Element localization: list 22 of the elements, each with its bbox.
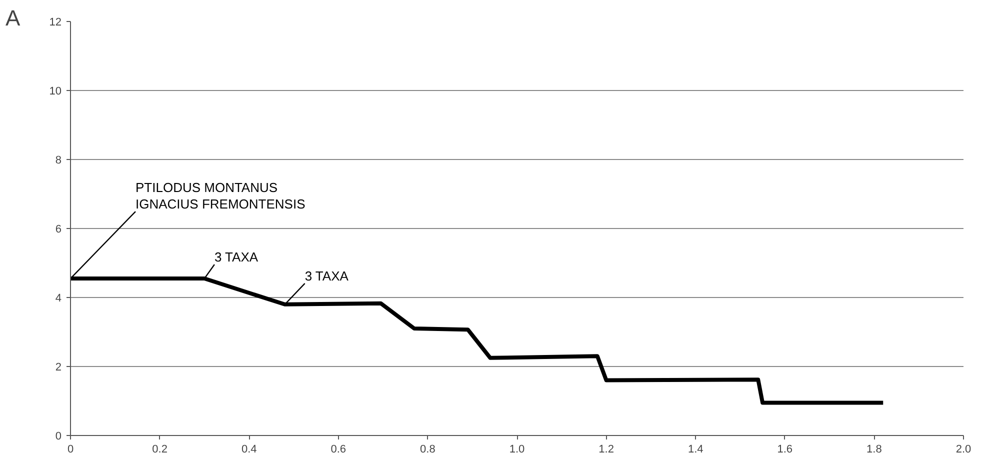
x-tick-label: 1.8 [866,444,882,456]
x-tick-label: 1.2 [598,444,614,456]
y-tick-label: 6 [55,224,62,236]
x-tick-label: 0.4 [241,444,257,456]
y-tick-label: 2 [55,362,62,374]
annotation: PTILODUS MONTANUS IGNACIUS FREMONTENSIS [136,180,306,212]
x-tick-label: 0 [67,444,74,456]
y-tick-label: 12 [49,16,62,28]
x-tick-label: 0.6 [330,444,346,456]
x-tick-label: 2.0 [956,444,972,456]
x-tick-label: 1.4 [688,444,704,456]
y-tick-label: 0 [55,430,62,442]
annotation: 3 TAXA [304,268,349,284]
x-tick-label: 1.0 [509,444,525,456]
y-tick-label: 4 [55,292,62,304]
x-tick-label: 0.8 [420,444,436,456]
x-tick-label: 0.2 [152,444,168,456]
y-tick-label: 10 [49,86,62,98]
y-tick-label: 8 [55,154,62,166]
chart-title: A [6,6,20,30]
x-tick-label: 1.6 [777,444,793,456]
annotation: 3 TAXA [214,250,258,265]
